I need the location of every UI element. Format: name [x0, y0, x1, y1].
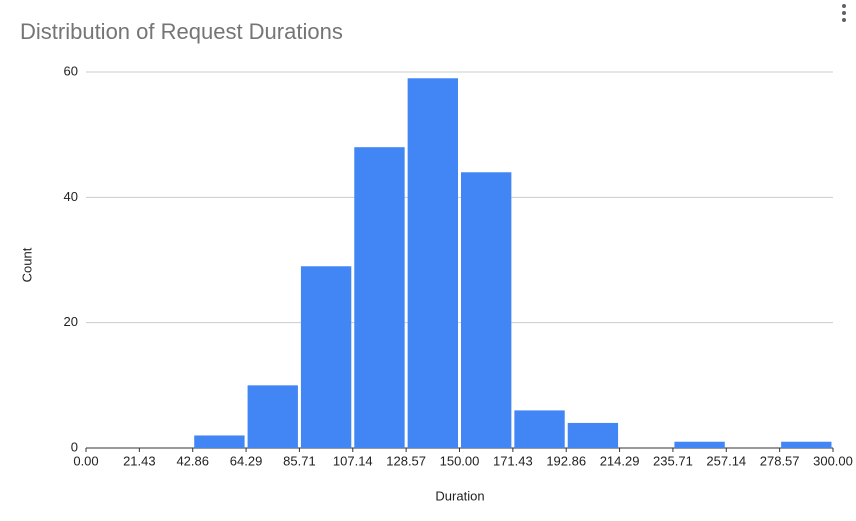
- bar: [514, 410, 565, 448]
- bar: [781, 441, 832, 448]
- bar: [300, 266, 352, 448]
- bar: [567, 422, 619, 448]
- chart-title: Distribution of Request Durations: [20, 19, 343, 44]
- bar: [407, 78, 458, 449]
- x-tick-label: 257.14: [706, 453, 746, 468]
- x-tick-label: 42.86: [176, 453, 209, 468]
- x-axis-label: Duration: [435, 488, 484, 503]
- y-tick-label: 60: [64, 63, 78, 78]
- bar: [247, 385, 298, 448]
- x-tick-label: 64.29: [230, 453, 263, 468]
- x-tick-label: 21.43: [123, 453, 156, 468]
- menu-dot: [842, 11, 846, 15]
- y-tick-label: 40: [64, 189, 78, 204]
- bar: [674, 441, 725, 448]
- x-tick-label: 128.57: [386, 453, 426, 468]
- x-tick-label: 214.29: [600, 453, 640, 468]
- bar: [354, 147, 405, 448]
- x-tick-label: 107.14: [333, 453, 373, 468]
- menu-dot: [842, 4, 846, 8]
- menu-icon[interactable]: [842, 4, 846, 22]
- x-tick-label: 0.00: [73, 453, 98, 468]
- x-tick-label: 85.71: [283, 453, 316, 468]
- x-tick-label: 150.00: [440, 453, 480, 468]
- x-tick-label: 278.57: [760, 453, 800, 468]
- x-tick-label: 192.86: [546, 453, 586, 468]
- x-tick-label: 171.43: [493, 453, 533, 468]
- y-axis-label: Count: [19, 247, 34, 282]
- menu-dot: [842, 18, 846, 22]
- bar: [194, 435, 245, 448]
- x-tick-label: 235.71: [653, 453, 693, 468]
- bar: [461, 172, 512, 448]
- x-tick-label: 300.00: [813, 453, 853, 468]
- y-tick-label: 20: [64, 314, 78, 329]
- y-tick-label: 0: [71, 439, 78, 454]
